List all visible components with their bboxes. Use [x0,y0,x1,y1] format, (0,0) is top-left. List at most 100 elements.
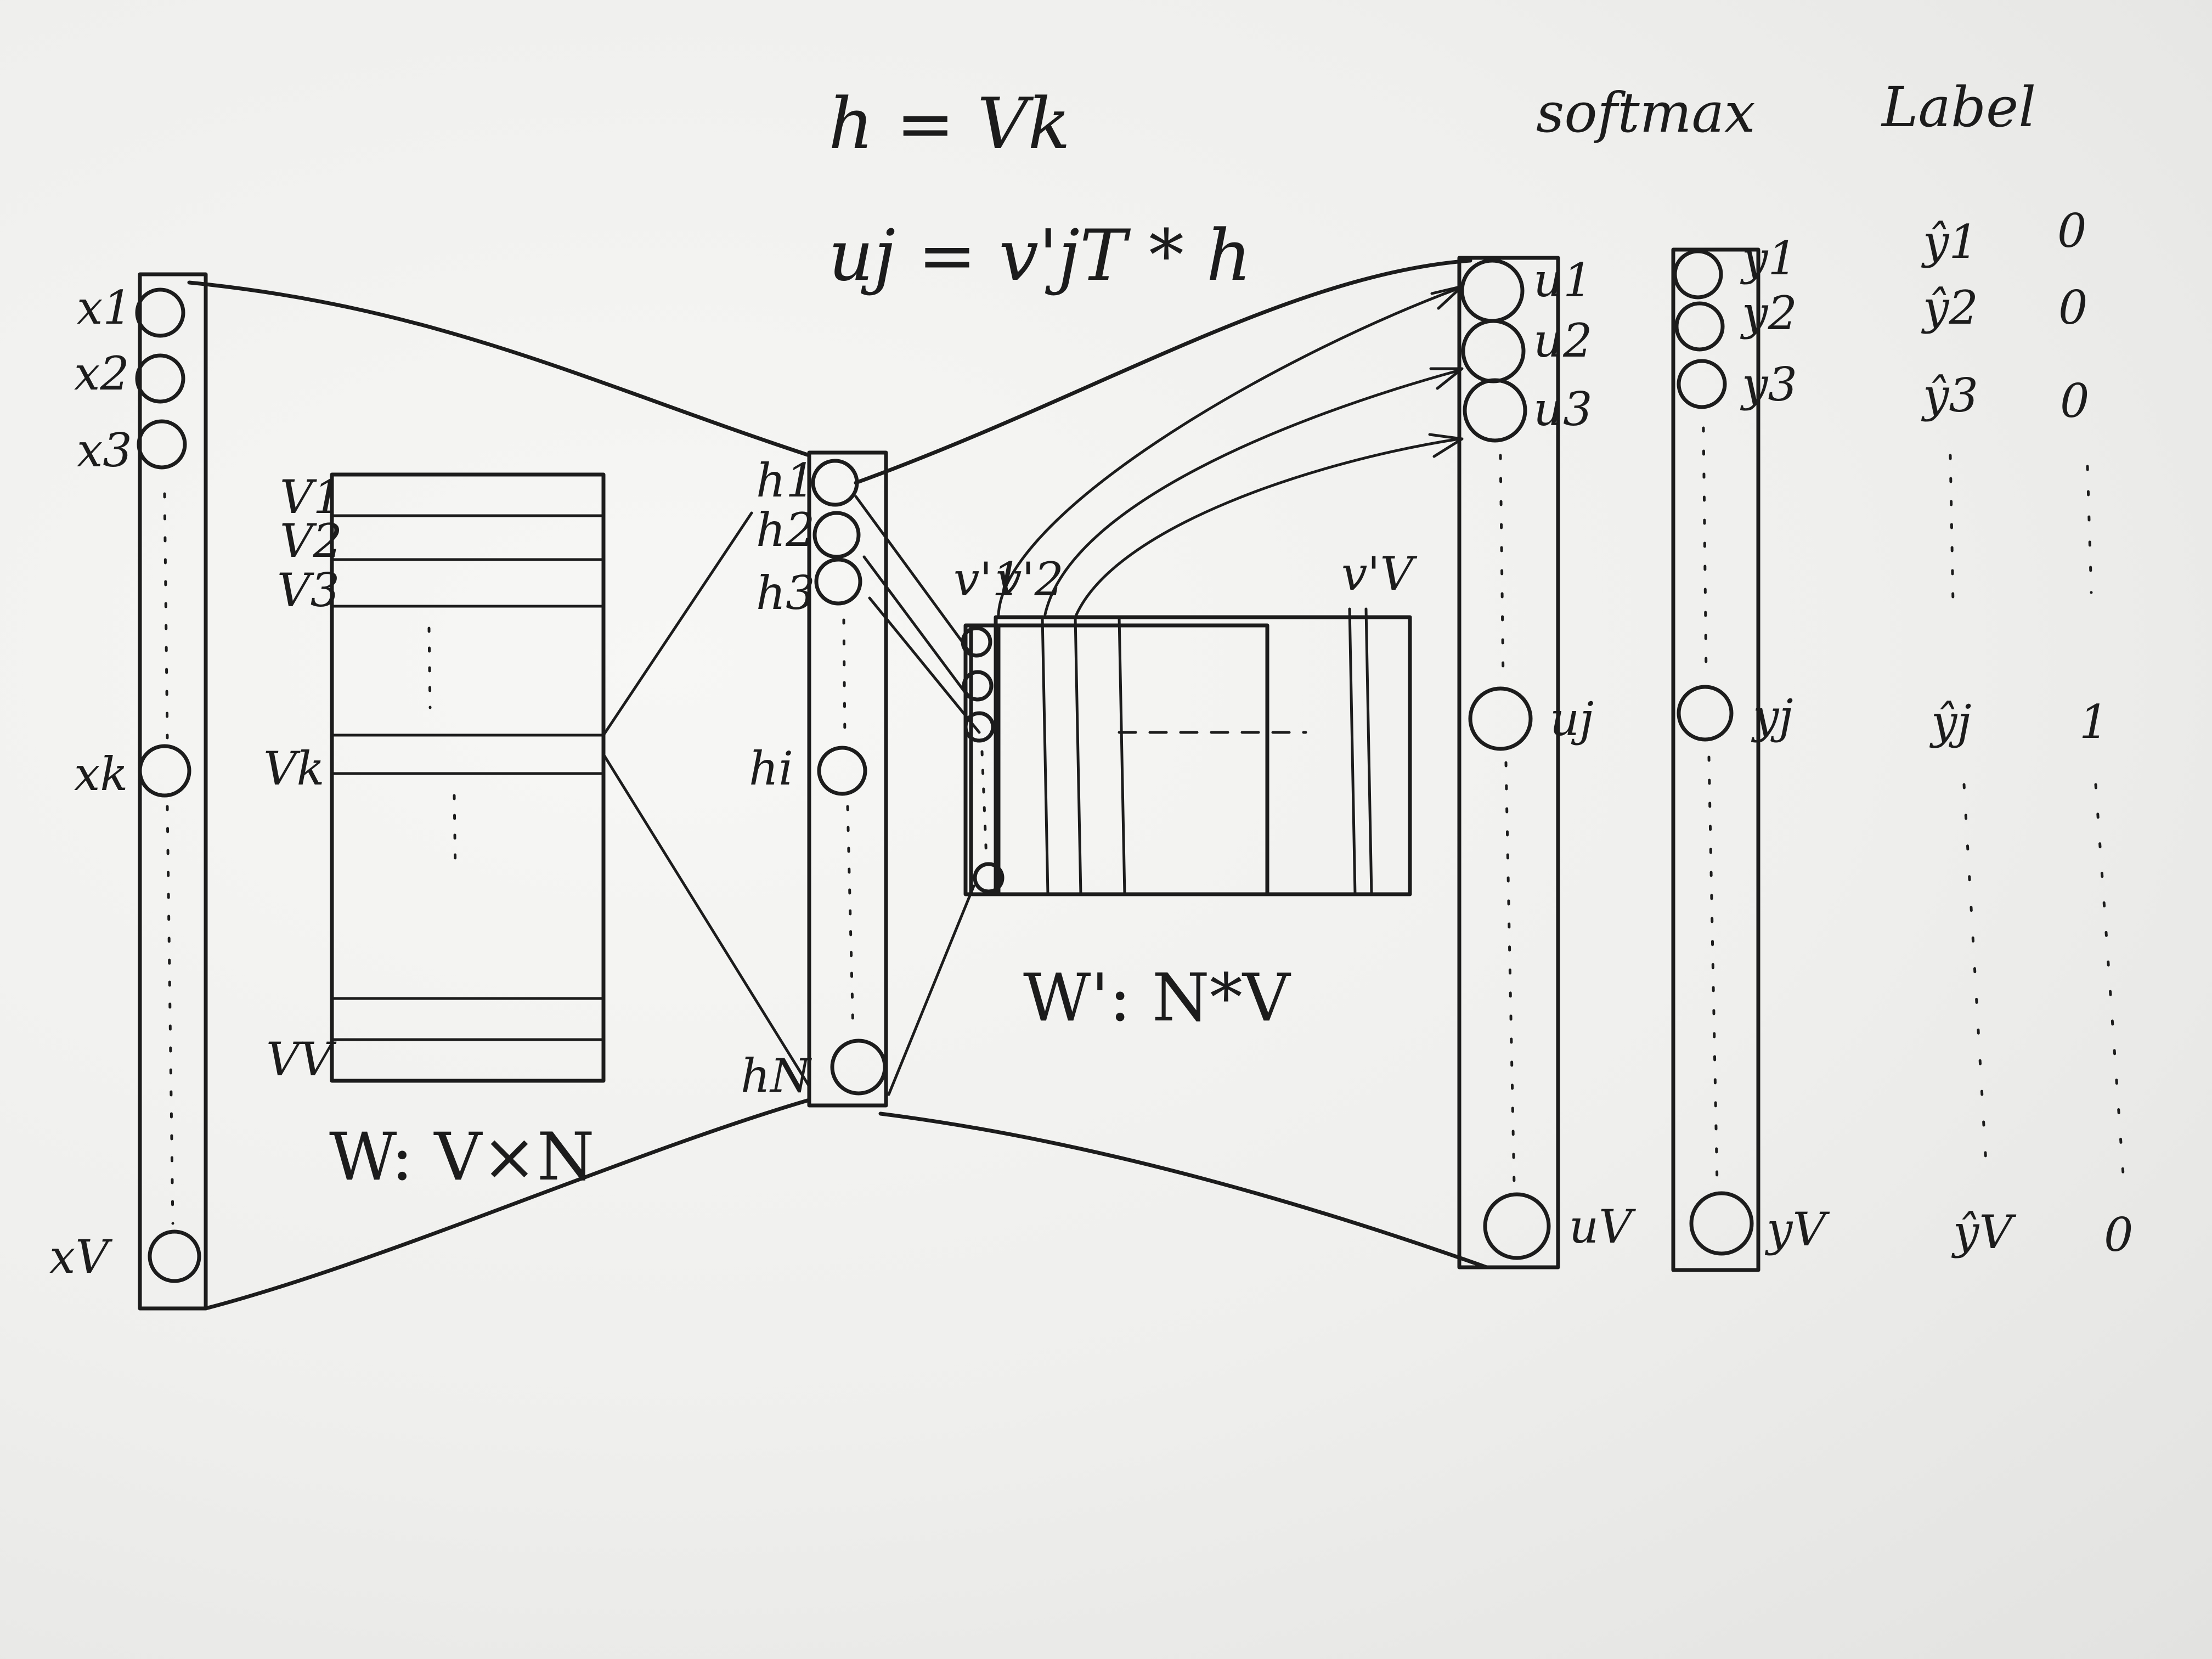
prediction-yV-hat: ŷV [1951,1205,2016,1259]
softmax-node-y2 [1674,301,1725,352]
prediction-ellipsis-upper [1949,454,1955,605]
output-matrix-col-line [1364,607,1373,896]
connector-input-top [187,280,811,458]
output-matrix-col-line [1348,607,1357,896]
arrow-v3-to-u3 [1074,437,1461,619]
score-arrows [997,285,1464,619]
softmax-ellipsis-lower [1707,755,1719,1187]
prediction-column: ŷ1 ŷ2 ŷ3 ŷj ŷV [1921,215,2016,1259]
output-matrix-label-vV: v'V [1341,547,1418,601]
output-matrix-node [961,626,992,658]
output-matrix-caption: W': N*V [1023,960,1291,1036]
softmax-label-yV: yV [1764,1203,1830,1256]
input-column [138,272,208,1311]
connector-hN-to-v1 [887,884,975,1096]
label-value-3: 0 [2060,374,2089,428]
hidden-node-h2 [812,511,861,559]
softmax-column [1671,247,1760,1272]
input-label-x2: x2 [74,347,129,400]
input-node-x3 [137,419,187,470]
connector-h2-to-v1 [862,555,970,698]
score-label-u2: u2 [1533,314,1593,368]
hidden-label-h2: h2 [756,503,815,557]
hidden-node-h1 [811,459,859,507]
label-ellipsis-lower [2094,783,2125,1176]
score-node-u2 [1461,319,1526,383]
input-matrix-label-v1: V1 [280,470,342,524]
label-header: Label [1881,75,2036,139]
output-matrix-node [973,862,1005,894]
score-node-uV [1483,1192,1551,1260]
connector-hidden-bottom [878,1111,1489,1269]
arrow-v2-to-u2 [1043,369,1461,616]
output-matrix-first-column [963,623,1001,896]
output-matrix-first-col-ellipsis [980,750,988,860]
connector-vk-to-h1 [602,511,753,737]
prediction-ellipsis-lower [1962,783,1988,1165]
input-node-xk [138,744,191,798]
arrow-v1-to-u1 [997,286,1461,616]
softmax-ellipsis-upper [1702,426,1708,676]
softmax-label-y3: y3 [1740,358,1797,411]
softmax-node-y1 [1673,249,1723,300]
connector-h1-to-v1 [854,495,970,652]
hidden-label-h1: h1 [756,454,815,507]
score-column [1457,256,1560,1269]
arrow-head-u2 [1429,367,1464,390]
input-layer: x1 x2 x3 xk xV [49,272,208,1311]
label-value-j: 1 [2079,695,2108,749]
formula-h-equals-vk: h = Vk [828,83,1070,165]
softmax-node-y3 [1677,359,1727,409]
label-value-V: 0 [2104,1208,2133,1262]
score-ellipsis-upper [1499,454,1505,682]
hidden-label-hN: hN [741,1049,812,1103]
score-node-u3 [1463,378,1527,443]
score-label-uV: uV [1569,1200,1636,1254]
output-matrix-col-line [1074,616,1082,896]
score-node-u1 [1460,258,1525,323]
output-matrix-col-line [1118,616,1126,896]
input-matrix-label-v3: V3 [277,563,340,617]
prediction-y3-hat: ŷ3 [1921,369,1978,422]
connector-lines [187,258,1489,1311]
output-weight-matrix: v'1 v'2 v'V W': N*V [953,547,1418,1036]
label-value-2: 0 [2058,281,2087,335]
output-matrix-frame [994,615,1412,896]
softmax-label-y2: y2 [1740,286,1797,340]
connector-vk-to-hN [602,753,811,1088]
input-ellipsis-lower [166,805,174,1225]
label-value-1: 0 [2057,204,2086,258]
output-matrix-node [963,711,995,743]
score-ellipsis-lower [1504,761,1516,1187]
hidden-node-h3 [814,557,862,606]
score-label-u1: u1 [1533,253,1593,307]
label-ellipsis-upper [2086,465,2093,594]
input-label-x1: x1 [77,281,132,335]
hidden-ellipsis-upper [842,618,847,740]
softmax-header: softmax [1536,81,1756,145]
softmax-label-y1: y1 [1740,232,1797,285]
output-matrix-node [962,670,994,702]
input-label-xk: xk [74,747,128,801]
hidden-label-hi: hi [749,742,793,795]
output-matrix-label-v2: v'2 [996,552,1064,606]
input-matrix-ellipsis-upper [427,627,432,709]
formula-u-equals-vt-h: uj = v'jT * h [828,215,1251,297]
score-layer: u1 u2 u3 uj uV [1457,253,1636,1269]
input-weight-matrix: V1 V2 V3 Vk VV W: V×N [263,470,606,1195]
score-label-u3: u3 [1533,382,1593,436]
input-matrix-caption: W: V×N [329,1119,595,1195]
softmax-layer: y1 y2 y3 yj yV [1671,232,1830,1272]
input-node-x2 [135,353,185,404]
input-matrix-ellipsis-lower [453,794,457,874]
connector-hidden-top [854,258,1472,485]
prediction-y1-hat: ŷ1 [1921,215,1978,269]
input-matrix-label-vV: VV [266,1032,337,1086]
hidden-node-hi [817,746,867,796]
input-label-xV: xV [49,1230,112,1284]
hidden-node-hN [830,1039,887,1096]
prediction-y2-hat: ŷ2 [1921,281,1978,335]
input-label-x3: x3 [77,424,132,477]
